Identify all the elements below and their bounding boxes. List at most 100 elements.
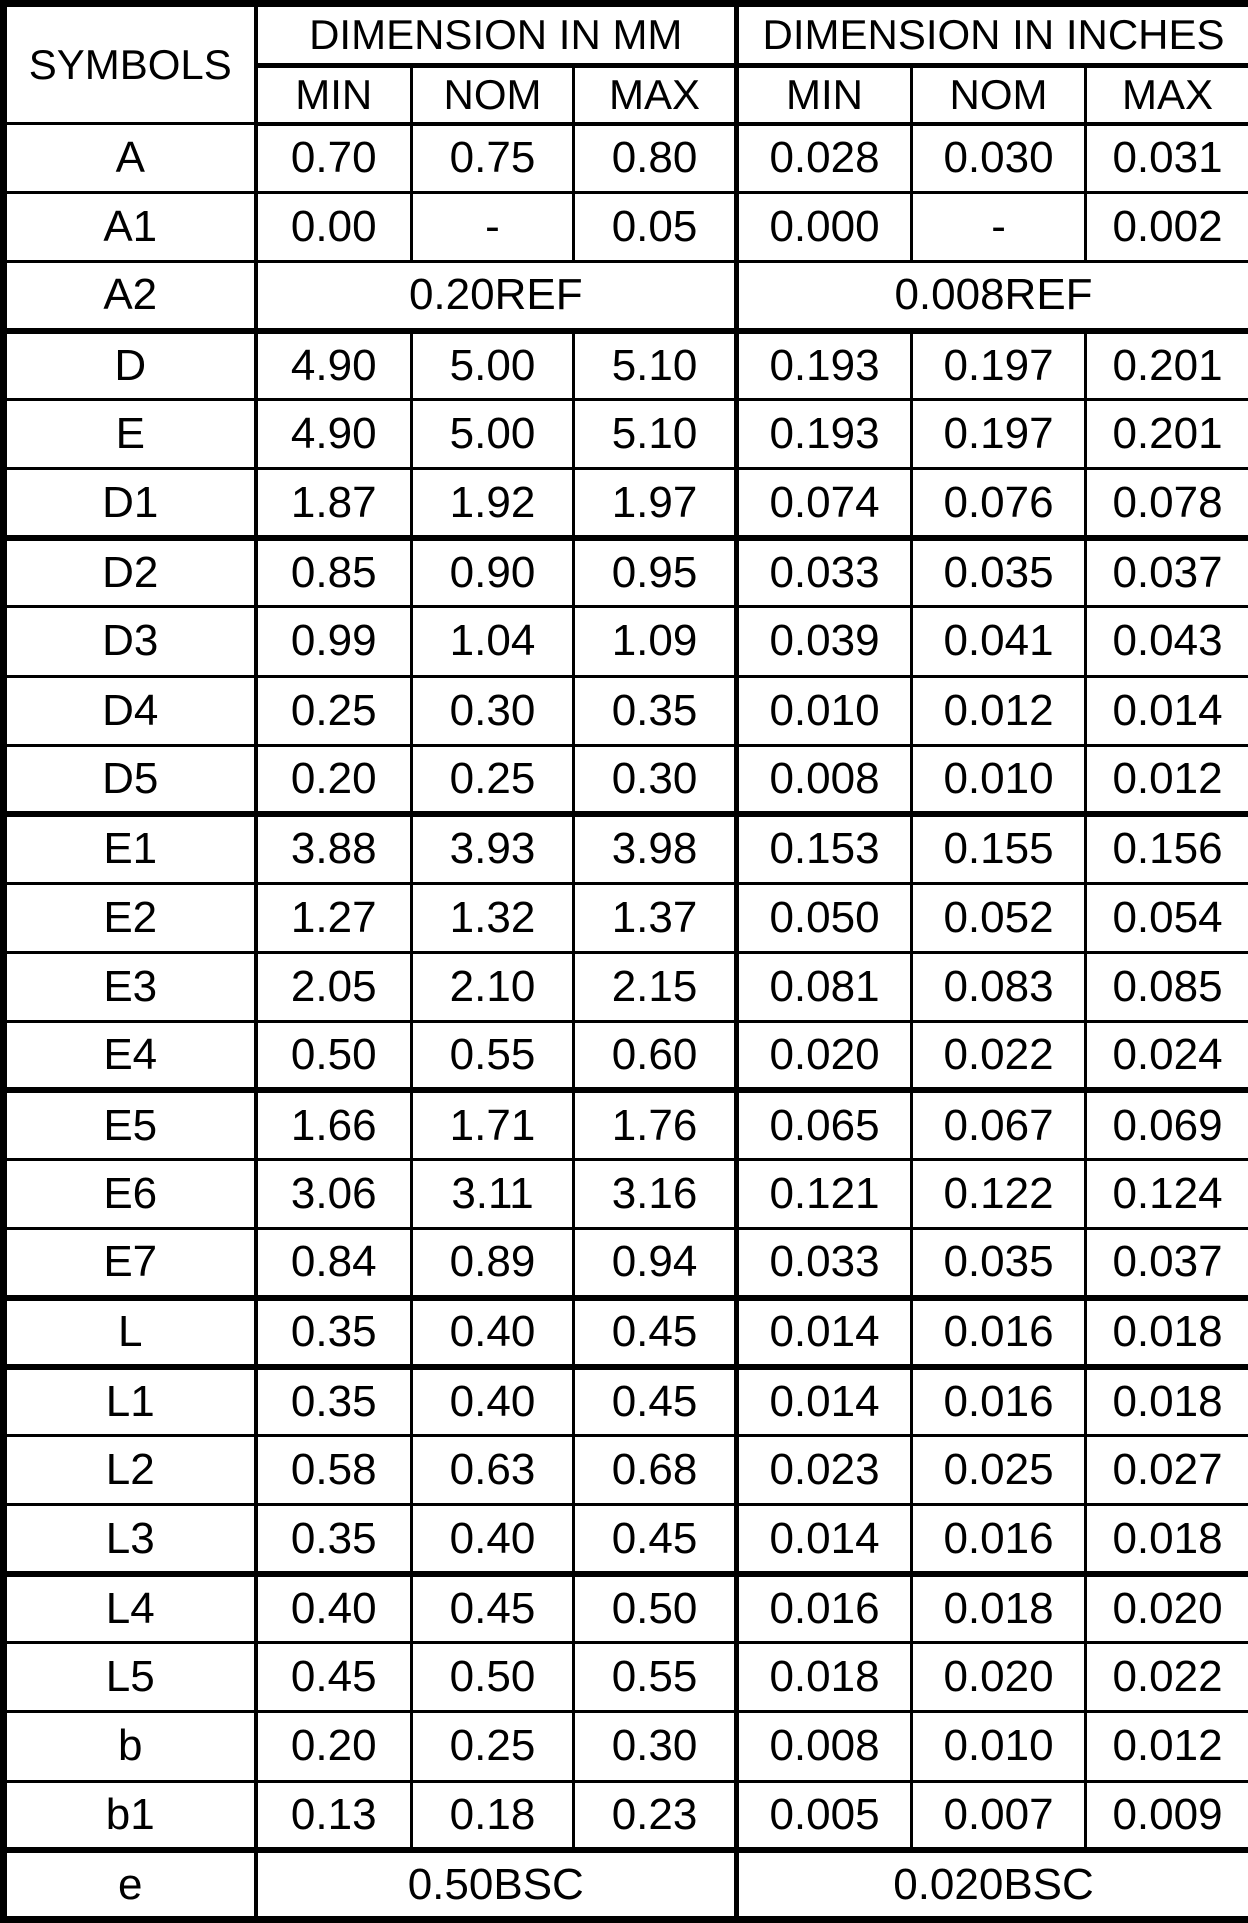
header-row-groups: SYMBOLS DIMENSION IN MM DIMENSION IN INC… [2, 2, 1248, 125]
inches-max-cell: 0.018 [1084, 1503, 1248, 1577]
mm-max-cell: 0.45 [571, 1503, 740, 1577]
table-row: A1 0.00-0.05 0.000-0.002 [2, 191, 1248, 264]
symbol-cell: E5 [2, 1088, 258, 1161]
mm-min-cell: 1.27 [254, 881, 413, 954]
table-row: D2 0.85 0.90 0.95 0.033 0.035 0.037 [2, 536, 1248, 609]
inches-nom-cell: 0.022 [910, 1019, 1088, 1094]
inches-max-cell: 0.012 [1084, 743, 1248, 818]
table-row: E7 0.84 0.89 0.94 0.033 0.035 0.037 [2, 1226, 1248, 1301]
mm-max-cell: 0.68 [571, 1434, 740, 1507]
inches-nom-cell: 0.010 [910, 743, 1088, 818]
mm-nom-cell: 0.18 [410, 1779, 575, 1854]
mm-max-cell: 5.10 [571, 398, 740, 471]
mm-min-cell: 0.99 [254, 605, 413, 678]
inches-nom-cell: 0.010 [910, 1710, 1088, 1783]
mm-min-cell: 0.40 [254, 1572, 413, 1645]
subheader-in-nom: NOM [910, 64, 1088, 126]
mm-min-cell: 0.00 [254, 191, 413, 264]
inches-nom-cell: 0.041 [910, 605, 1088, 678]
table-row: E4 0.50 0.55 0.60 0.020 0.022 0.024 [2, 1019, 1248, 1094]
inches-min-cell: 0.018 [735, 1641, 914, 1714]
mm-min-cell: 3.06 [254, 1157, 413, 1231]
mm-nom-cell: 0.55 [410, 1019, 575, 1094]
mm-span-cell: 0.50BSC [253, 1848, 740, 1922]
symbol-cell: A2 [2, 260, 258, 334]
mm-max-cell: 0.95 [571, 536, 740, 609]
inches-group-header: DIMENSION IN INCHES [735, 2, 1248, 68]
mm-span-cell: 0.20REF [253, 260, 740, 334]
inches-min-cell: 0.033 [735, 1226, 914, 1301]
mm-nom-cell: 3.93 [410, 812, 575, 885]
symbol-cell: A1 [2, 191, 258, 264]
symbol-cell: E2 [2, 881, 258, 954]
mm-nom-cell: 0.90 [410, 536, 575, 609]
inches-nom-cell: 0.018 [910, 1572, 1088, 1645]
inches-min-cell: 0.000 [735, 191, 914, 264]
inches-min-cell: 0.153 [735, 812, 914, 885]
symbol-cell: e [2, 1848, 258, 1922]
table-row: L2 0.58 0.63 0.68 0.023 0.025 0.027 [2, 1434, 1248, 1507]
inches-max-cell: 0.014 [1084, 674, 1248, 747]
mm-nom-cell: - [410, 191, 575, 264]
subheader-mm-max: MAX [571, 64, 740, 126]
mm-nom-cell: 0.40 [410, 1503, 575, 1577]
symbol-cell: D [2, 329, 258, 402]
symbol-cell: L4 [2, 1572, 258, 1645]
inches-nom-cell: 0.020 [910, 1641, 1088, 1714]
mm-min-cell: 0.70 [254, 121, 413, 195]
mm-nom-cell: 5.00 [410, 329, 575, 402]
inches-min-cell: 0.020 [735, 1019, 914, 1094]
inches-max-cell: 0.018 [1084, 1365, 1248, 1438]
mm-nom-cell: 0.40 [410, 1296, 575, 1370]
table-header: SYMBOLS DIMENSION IN MM DIMENSION IN INC… [2, 2, 1248, 126]
mm-min-cell: 3.88 [254, 812, 413, 885]
mm-max-cell: 1.76 [571, 1088, 740, 1161]
mm-max-cell: 0.30 [571, 1710, 740, 1783]
mm-min-cell: 1.66 [254, 1088, 413, 1161]
inches-nom-cell: 0.025 [910, 1434, 1088, 1507]
symbols-header: SYMBOLS [2, 2, 258, 125]
symbol-cell: D3 [2, 605, 258, 678]
symbol-cell: L [2, 1296, 258, 1370]
mm-max-cell: 0.23 [571, 1779, 740, 1854]
inches-max-cell: 0.078 [1084, 467, 1248, 541]
inches-nom-cell: 0.016 [910, 1365, 1088, 1438]
table-row: e 0.50BSC 0.020BSC [2, 1848, 1248, 1922]
inches-min-cell: 0.074 [735, 467, 914, 541]
mm-max-cell: 0.35 [571, 674, 740, 747]
table-row: E1 3.88 3.93 3.98 0.153 0.155 0.156 [2, 812, 1248, 885]
inches-max-cell: 0.085 [1084, 950, 1248, 1023]
mm-min-cell: 0.20 [254, 743, 413, 818]
subheader-in-max: MAX [1084, 64, 1248, 126]
mm-nom-cell: 0.45 [410, 1572, 575, 1645]
inches-min-cell: 0.033 [735, 536, 914, 609]
table-row: D 4.90 5.00 5.10 0.193 0.197 0.201 [2, 329, 1248, 402]
mm-min-cell: 0.45 [254, 1641, 413, 1714]
mm-min-cell: 0.85 [254, 536, 413, 609]
mm-min-cell: 0.20 [254, 1710, 413, 1783]
mm-min-cell: 0.25 [254, 674, 413, 747]
table-row: E2 1.27 1.32 1.37 0.050 0.052 0.054 [2, 881, 1248, 954]
inches-min-cell: 0.193 [735, 329, 914, 402]
mm-max-cell: 0.30 [571, 743, 740, 818]
symbol-cell: E [2, 398, 258, 471]
mm-nom-cell: 0.89 [410, 1226, 575, 1301]
mm-min-cell: 4.90 [254, 398, 413, 471]
inches-max-cell: 0.201 [1084, 398, 1248, 471]
mm-min-cell: 0.13 [254, 1779, 413, 1854]
subheader-in-min: MIN [735, 64, 914, 126]
symbol-cell: L3 [2, 1503, 258, 1577]
mm-nom-cell: 1.04 [410, 605, 575, 678]
inches-min-cell: 0.008 [735, 743, 914, 818]
inches-min-cell: 0.016 [735, 1572, 914, 1645]
inches-max-cell: 0.043 [1084, 605, 1248, 678]
symbol-cell: L5 [2, 1641, 258, 1714]
inches-max-cell: 0.037 [1084, 536, 1248, 609]
inches-min-cell: 0.039 [735, 605, 914, 678]
symbol-cell: D1 [2, 467, 258, 541]
mm-max-cell: 0.45 [571, 1365, 740, 1438]
symbol-cell: E6 [2, 1157, 258, 1231]
inches-max-cell: 0.024 [1084, 1019, 1248, 1094]
mm-max-cell: 0.80 [571, 121, 740, 195]
